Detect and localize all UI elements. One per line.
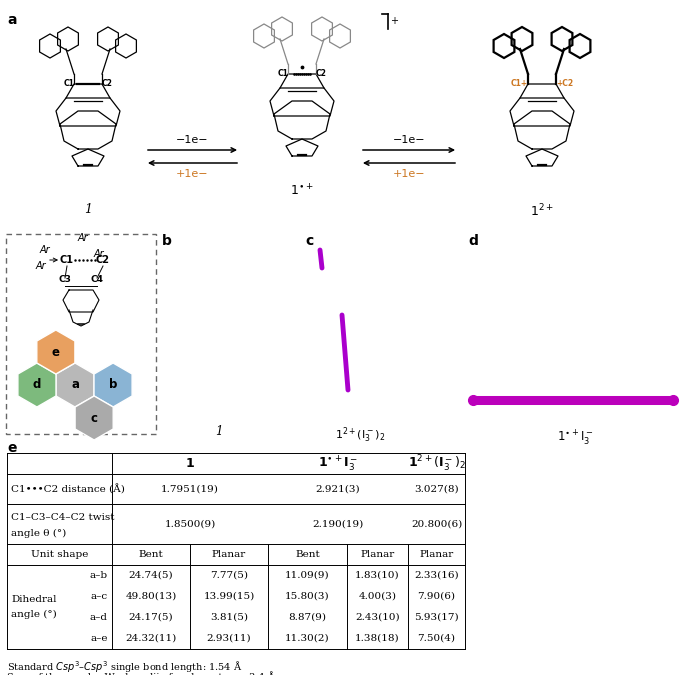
Text: 7.50(4): 7.50(4) xyxy=(417,634,456,643)
Text: 3.81(5): 3.81(5) xyxy=(210,613,248,622)
Text: 1.7951(19): 1.7951(19) xyxy=(161,485,219,493)
Text: d: d xyxy=(468,234,478,248)
Text: $\mathbf{1}$: $\mathbf{1}$ xyxy=(185,457,195,470)
Text: 2.43(10): 2.43(10) xyxy=(355,613,400,622)
Text: 2.33(16): 2.33(16) xyxy=(414,571,459,580)
Text: C1•••C2 distance (Å): C1•••C2 distance (Å) xyxy=(11,484,125,494)
Text: $\mathit{1}^{\bullet +}\mathrm{I}_3^-$: $\mathit{1}^{\bullet +}\mathrm{I}_3^-$ xyxy=(557,428,594,447)
Text: 4.00(3): 4.00(3) xyxy=(359,592,397,601)
Text: C1: C1 xyxy=(63,80,74,88)
Text: Ar: Ar xyxy=(36,261,46,271)
Text: 2.921(3): 2.921(3) xyxy=(316,485,361,493)
Polygon shape xyxy=(37,330,75,374)
Text: e: e xyxy=(52,346,60,358)
Text: Dihedral: Dihedral xyxy=(11,595,57,605)
Text: 1: 1 xyxy=(84,203,92,216)
Text: C4: C4 xyxy=(91,275,104,284)
Text: C1: C1 xyxy=(277,70,288,78)
Text: 1.38(18): 1.38(18) xyxy=(355,634,400,643)
Polygon shape xyxy=(18,363,56,407)
Text: Unit shape: Unit shape xyxy=(31,550,88,559)
Text: 24.17(5): 24.17(5) xyxy=(128,613,173,622)
Text: a–e: a–e xyxy=(91,634,108,643)
Text: a–c: a–c xyxy=(91,592,108,601)
Text: 11.09(9): 11.09(9) xyxy=(285,571,330,580)
Polygon shape xyxy=(94,363,132,407)
Text: Ar: Ar xyxy=(78,233,88,243)
Text: C1–C3–C4–C2 twist: C1–C3–C4–C2 twist xyxy=(11,512,115,522)
Text: C1: C1 xyxy=(60,255,74,265)
Text: −1e−: −1e− xyxy=(176,135,209,145)
Text: 13.99(15): 13.99(15) xyxy=(204,592,255,601)
Text: Planar: Planar xyxy=(212,550,246,559)
Text: 8.87(9): 8.87(9) xyxy=(288,613,326,622)
Text: +C2: +C2 xyxy=(556,80,573,88)
Text: +: + xyxy=(390,16,398,26)
Text: 1: 1 xyxy=(215,425,223,438)
Text: 7.90(6): 7.90(6) xyxy=(417,592,456,601)
Text: Bent: Bent xyxy=(139,550,163,559)
Text: Sum of the van der Waals radii of carbon atoms: 3.4 Å: Sum of the van der Waals radii of carbon… xyxy=(7,673,275,675)
Text: a–b: a–b xyxy=(90,571,108,580)
Text: Planar: Planar xyxy=(419,550,454,559)
Text: Bent: Bent xyxy=(295,550,320,559)
Polygon shape xyxy=(75,396,113,440)
Text: a: a xyxy=(7,13,16,27)
Text: C2: C2 xyxy=(102,80,113,88)
Text: $\mathit{1}^{2+}(\mathrm{I}_3^-)_2$: $\mathit{1}^{2+}(\mathrm{I}_3^-)_2$ xyxy=(335,425,385,445)
Text: 2.190(19): 2.190(19) xyxy=(312,520,363,529)
Text: Planar: Planar xyxy=(361,550,395,559)
Text: 15.80(3): 15.80(3) xyxy=(285,592,330,601)
Text: 5.93(17): 5.93(17) xyxy=(414,613,459,622)
Text: $\mathbf{1}^{\bullet +}\mathbf{I}_3^-$: $\mathbf{1}^{\bullet +}\mathbf{I}_3^-$ xyxy=(318,454,358,473)
Text: +1e−: +1e− xyxy=(393,169,426,179)
Text: 24.74(5): 24.74(5) xyxy=(128,571,173,580)
Text: Ar: Ar xyxy=(40,245,51,255)
Text: $\mathit{1}^{\bullet +}$: $\mathit{1}^{\bullet +}$ xyxy=(290,183,313,198)
Text: Ar: Ar xyxy=(94,249,104,259)
Text: 24.32(11): 24.32(11) xyxy=(126,634,177,643)
Text: c: c xyxy=(305,234,313,248)
Text: 3.027(8): 3.027(8) xyxy=(414,485,459,493)
Text: +1e−: +1e− xyxy=(176,169,209,179)
Text: angle (°): angle (°) xyxy=(11,610,57,618)
Text: 2.93(11): 2.93(11) xyxy=(207,634,251,643)
Text: angle θ (°): angle θ (°) xyxy=(11,529,66,537)
Text: C1+: C1+ xyxy=(511,80,528,88)
Text: 7.77(5): 7.77(5) xyxy=(210,571,248,580)
Text: 1.83(10): 1.83(10) xyxy=(355,571,400,580)
Text: b: b xyxy=(162,234,172,248)
Text: $\mathit{1}^{2+}$: $\mathit{1}^{2+}$ xyxy=(530,203,554,219)
Text: 49.80(13): 49.80(13) xyxy=(126,592,177,601)
Text: 11.30(2): 11.30(2) xyxy=(285,634,330,643)
Text: b: b xyxy=(109,379,117,391)
Text: C3: C3 xyxy=(59,275,72,284)
Text: C2: C2 xyxy=(96,255,110,265)
Text: a–d: a–d xyxy=(90,613,108,622)
Text: c: c xyxy=(91,412,98,425)
Text: 1.8500(9): 1.8500(9) xyxy=(165,520,216,529)
Text: $\mathbf{1}^{2+}(\mathbf{I}_3^-)_2$: $\mathbf{1}^{2+}(\mathbf{I}_3^-)_2$ xyxy=(408,454,465,474)
Text: a: a xyxy=(71,379,79,391)
Polygon shape xyxy=(56,363,94,407)
Text: e: e xyxy=(7,441,16,455)
Text: C2: C2 xyxy=(316,70,327,78)
Text: Standard ​$Csp^3$–$Csp^3$ single bond length: 1.54 Å: Standard ​$Csp^3$–$Csp^3$ single bond le… xyxy=(7,659,242,675)
Text: d: d xyxy=(33,379,41,391)
Text: 20.800(6): 20.800(6) xyxy=(411,520,462,529)
Text: −1e−: −1e− xyxy=(393,135,426,145)
